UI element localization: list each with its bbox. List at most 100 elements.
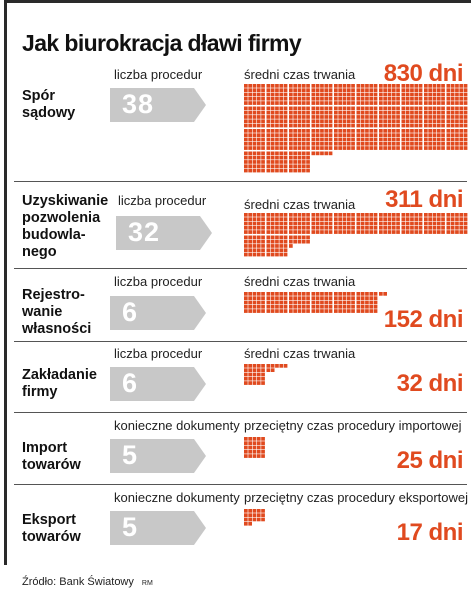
day-square <box>266 164 271 169</box>
day-square <box>441 225 445 230</box>
day-square <box>283 239 288 244</box>
day-square <box>387 101 392 105</box>
day-square <box>428 110 432 115</box>
day-square <box>428 221 432 226</box>
day-square <box>248 296 252 300</box>
day-square <box>252 248 257 253</box>
day-square <box>315 110 320 115</box>
day-square <box>301 133 306 137</box>
day-square <box>360 304 365 309</box>
day-square <box>256 513 261 517</box>
day-square <box>401 213 406 217</box>
day-square <box>306 84 310 88</box>
day-square <box>356 304 361 309</box>
day-square <box>334 141 338 146</box>
day-square <box>252 309 257 313</box>
day-square <box>275 92 279 97</box>
day-square <box>351 296 355 300</box>
day-square <box>244 300 248 305</box>
day-square <box>306 133 310 137</box>
day-square <box>324 225 329 230</box>
day-square <box>373 217 378 221</box>
day-square <box>252 230 257 234</box>
day-square <box>418 230 423 234</box>
day-square <box>383 137 387 142</box>
day-square <box>320 96 324 101</box>
day-square <box>387 146 392 150</box>
day-square <box>328 133 333 137</box>
day-square <box>346 84 351 88</box>
day-square <box>275 146 279 150</box>
day-square <box>301 129 306 133</box>
day-square <box>369 292 374 296</box>
day-square <box>315 133 320 137</box>
day-square <box>244 213 248 217</box>
day-square <box>270 213 275 217</box>
day-square <box>256 517 261 522</box>
days-grid <box>244 509 468 531</box>
day-square <box>391 101 396 105</box>
day-square <box>463 96 468 101</box>
day-square <box>279 244 284 248</box>
day-square <box>293 160 297 164</box>
day-square <box>252 213 257 217</box>
day-square <box>283 252 288 257</box>
day-square <box>369 304 374 309</box>
arrow-shape <box>110 88 206 122</box>
day-square <box>248 119 252 124</box>
day-square <box>248 146 252 150</box>
day-square <box>360 146 365 150</box>
day-square <box>244 244 248 248</box>
day-square <box>244 160 248 164</box>
day-square <box>266 141 271 146</box>
day-square <box>414 213 419 217</box>
day-square <box>311 119 316 124</box>
day-square <box>424 84 428 88</box>
day-square <box>369 230 374 234</box>
day-square <box>441 213 445 217</box>
day-square <box>360 296 365 300</box>
row-name: Eksport towarów <box>22 512 81 545</box>
day-square <box>396 133 400 137</box>
day-square <box>351 101 355 105</box>
day-square <box>306 304 310 309</box>
day-square <box>396 230 400 234</box>
day-square <box>283 84 288 88</box>
day-square <box>248 213 252 217</box>
day-square <box>346 292 351 296</box>
day-square <box>351 123 355 128</box>
day-square <box>405 110 410 115</box>
procedure-count-arrow: 38 <box>110 88 206 122</box>
day-square <box>405 96 410 101</box>
day-square <box>365 221 369 226</box>
day-square <box>311 123 316 128</box>
day-square <box>334 300 338 305</box>
day-square <box>410 110 414 115</box>
day-square <box>334 115 338 119</box>
day-square <box>428 133 432 137</box>
day-square <box>424 115 428 119</box>
day-square <box>311 115 316 119</box>
day-square <box>373 137 378 142</box>
day-square <box>414 88 419 92</box>
day-square <box>270 160 275 164</box>
day-square <box>315 137 320 142</box>
day-square <box>459 146 464 150</box>
day-square <box>463 137 468 142</box>
day-square <box>351 225 355 230</box>
day-square <box>373 230 378 234</box>
day-square <box>463 141 468 146</box>
day-square <box>324 213 329 217</box>
day-square <box>405 106 410 111</box>
day-square <box>320 88 324 92</box>
day-square <box>256 368 261 372</box>
day-square <box>301 137 306 142</box>
day-square <box>356 115 361 119</box>
day-square <box>338 137 342 142</box>
day-square <box>297 296 302 300</box>
day-square <box>270 115 275 119</box>
day-square <box>338 213 342 217</box>
day-square <box>373 133 378 137</box>
day-square <box>252 509 257 513</box>
day-square <box>432 115 437 119</box>
